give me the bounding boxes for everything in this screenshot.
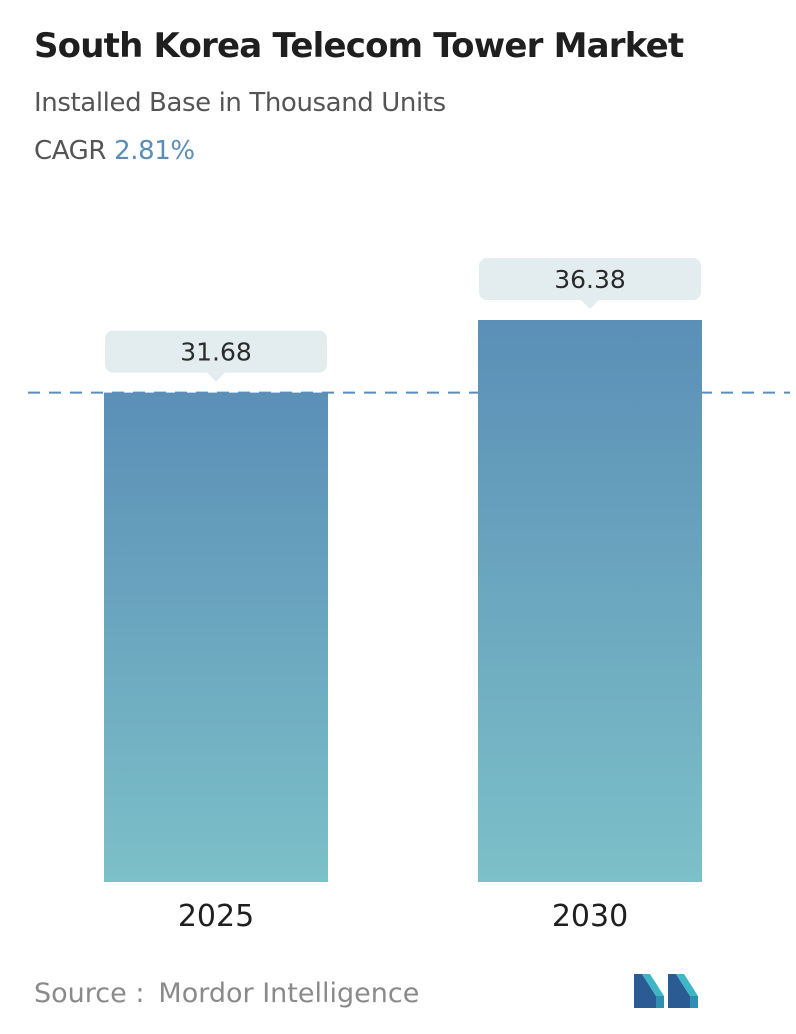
chart-title: South Korea Telecom Tower Market — [34, 26, 684, 66]
bar-2025 — [104, 392, 328, 882]
mordor-intelligence-logo-icon — [634, 974, 698, 1008]
value-callout-2025: 31.68 — [105, 330, 327, 382]
data-label: 36.38 — [554, 265, 626, 294]
source-credit: Source : Mordor Intelligence — [34, 978, 419, 1009]
data-label: 31.68 — [180, 338, 252, 367]
x-tick-label: 2030 — [552, 899, 628, 934]
source-name: Mordor Intelligence — [158, 978, 420, 1009]
value-callout-2030: 36.38 — [479, 258, 701, 309]
cagr-value: 2.81% — [114, 136, 195, 166]
cagr-line: CAGR 2.81% — [34, 136, 195, 166]
source-label: Source : — [34, 978, 145, 1009]
bar-2030 — [478, 320, 702, 882]
bars-layer: 31.68 2025 36.38 2030 — [104, 258, 702, 934]
cagr-label: CAGR — [34, 136, 107, 166]
chart-subtitle: Installed Base in Thousand Units — [34, 88, 446, 118]
x-tick-label: 2025 — [178, 899, 254, 934]
bar-chart: 31.68 2025 36.38 2030 — [28, 258, 790, 934]
